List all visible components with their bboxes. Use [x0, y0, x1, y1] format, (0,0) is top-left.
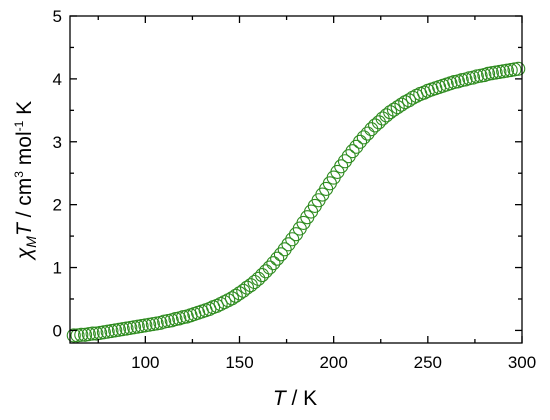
y-axis-superscript-b: -1 — [12, 120, 26, 131]
data-point — [511, 61, 526, 76]
data-points — [66, 61, 526, 343]
y-tick-label: 3 — [53, 133, 62, 152]
data-point — [277, 242, 292, 257]
data-point — [258, 264, 273, 279]
data-point — [66, 328, 81, 343]
data-point — [390, 100, 405, 115]
axis-tick-labels: 100 150 200 250 300 0 1 2 3 4 5 — [53, 7, 537, 372]
data-point — [236, 283, 251, 298]
data-point — [337, 154, 353, 169]
plot-frame — [69, 15, 523, 344]
data-point — [356, 130, 371, 145]
data-point — [285, 232, 300, 247]
x-tick-label: 250 — [414, 353, 442, 372]
x-tick-label: 150 — [225, 353, 253, 372]
data-point — [401, 93, 417, 108]
y-tick-label: 1 — [53, 259, 62, 278]
data-point — [360, 126, 375, 141]
x-tick-label: 300 — [508, 353, 536, 372]
y-axis-superscript-a: 3 — [12, 171, 26, 178]
data-point — [349, 139, 364, 154]
x-axis-unit: / K — [286, 387, 318, 410]
y-axis-subscript: M — [23, 236, 39, 248]
y-axis-unit-a: / cm — [13, 178, 36, 224]
data-point — [251, 271, 266, 286]
data-point — [379, 108, 394, 123]
y-axis-chi: χ — [13, 247, 36, 261]
x-tick-label: 100 — [131, 353, 159, 372]
data-point — [262, 260, 277, 275]
y-axis-label: χMT / cm3 mol-1 K — [12, 101, 39, 261]
data-point — [386, 102, 401, 117]
data-point — [281, 237, 296, 252]
data-point — [352, 134, 368, 149]
y-tick-label: 2 — [53, 196, 62, 215]
data-point — [228, 288, 243, 303]
y-tick-label: 0 — [53, 321, 62, 340]
data-point — [394, 97, 409, 112]
data-point — [345, 144, 360, 159]
data-point — [368, 118, 383, 133]
y-tick-label: 5 — [53, 7, 62, 26]
data-point — [383, 105, 398, 120]
data-point — [270, 251, 285, 266]
data-point — [232, 286, 247, 301]
axis-ticks — [70, 15, 523, 343]
y-axis-unit-c: K — [13, 101, 36, 121]
data-point — [224, 291, 240, 306]
y-tick-label: 4 — [53, 70, 62, 89]
data-point — [364, 122, 379, 137]
data-point — [266, 256, 281, 271]
x-axis-symbol: T — [273, 387, 288, 410]
data-point — [255, 268, 270, 283]
data-point — [273, 247, 288, 262]
y-axis-unit-b: mol — [13, 131, 36, 171]
data-point — [334, 159, 349, 174]
data-point — [74, 327, 89, 342]
data-point — [341, 149, 356, 164]
y-axis-symbol: T — [13, 221, 36, 236]
x-axis-label: T / K — [273, 387, 317, 410]
data-point — [85, 326, 100, 341]
data-point — [371, 115, 386, 130]
x-tick-label: 200 — [319, 353, 347, 372]
data-point — [239, 280, 255, 295]
